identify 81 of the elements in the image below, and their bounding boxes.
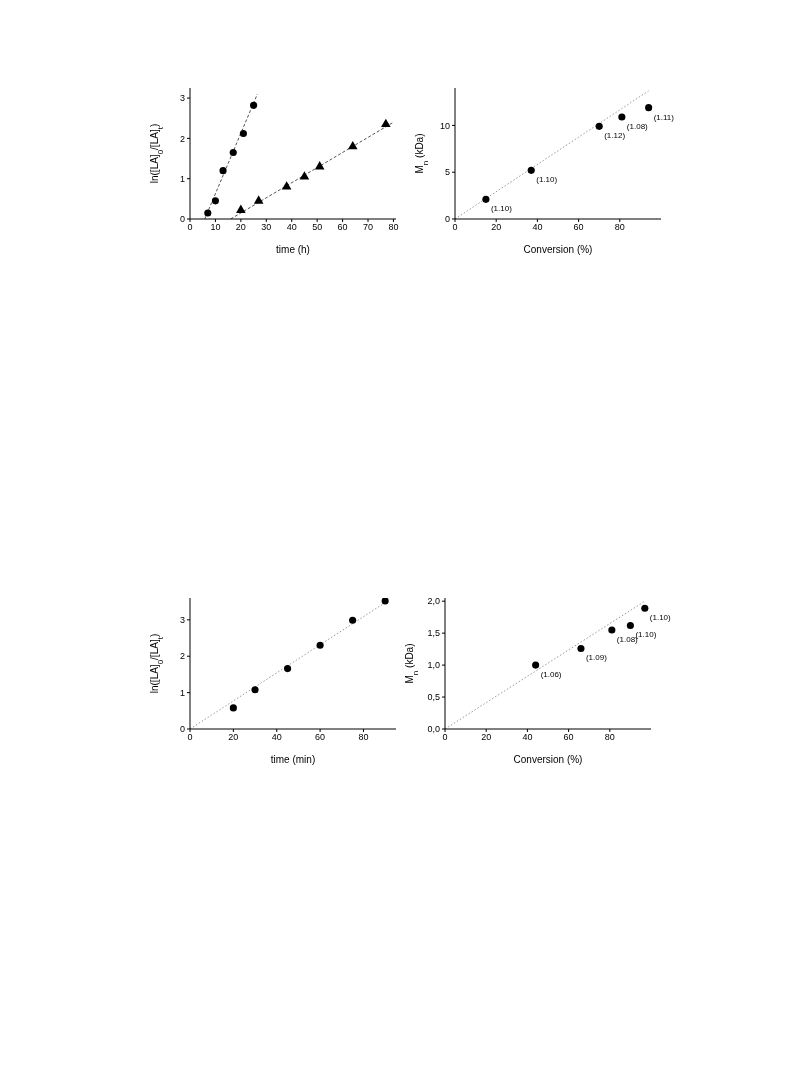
point xyxy=(229,148,237,157)
point xyxy=(251,686,259,694)
annotation: (1.06) xyxy=(540,670,562,680)
annotation: (1.08) xyxy=(626,122,649,132)
point xyxy=(253,195,264,204)
y-tick-label: 0,0 xyxy=(427,724,440,735)
annotation: (1.10) xyxy=(536,175,558,185)
x-tick-label: 80 xyxy=(388,222,399,233)
point xyxy=(626,621,634,630)
point xyxy=(349,616,357,624)
point xyxy=(381,598,389,605)
point xyxy=(211,197,219,205)
x-tick-label: 80 xyxy=(604,732,615,743)
x-tick-label: 20 xyxy=(228,732,239,743)
point xyxy=(527,166,535,174)
annotation: (1.09) xyxy=(585,653,608,663)
annotation: (1.11) xyxy=(653,112,675,122)
y-tick-label: 2 xyxy=(179,133,185,144)
point xyxy=(316,641,324,649)
x-axis-title: time (min) xyxy=(270,754,316,765)
y-tick-label: 0,5 xyxy=(427,692,440,703)
x-tick-label: 30 xyxy=(261,222,272,233)
x-axis-title: Conversion (%) xyxy=(513,754,583,765)
point xyxy=(618,113,626,121)
x-tick-label: 60 xyxy=(563,732,574,743)
point xyxy=(250,101,258,109)
y-tick-label: 1,0 xyxy=(427,660,440,671)
x-tick-label: 80 xyxy=(614,222,625,233)
point xyxy=(281,181,292,190)
y-tick-label: 1 xyxy=(179,687,185,698)
x-tick-label: 40 xyxy=(522,732,533,743)
y-tick-label: 2 xyxy=(179,651,185,662)
x-axis-title: time (h) xyxy=(276,244,310,255)
x-tick-label: 80 xyxy=(358,732,369,743)
y-tick-label: 0 xyxy=(179,214,185,225)
x-tick-label: 70 xyxy=(363,222,374,233)
x-tick-label: 60 xyxy=(315,732,326,743)
point xyxy=(236,204,246,213)
y-tick-label: 10 xyxy=(439,120,450,131)
point xyxy=(532,661,540,669)
x-tick-label: 10 xyxy=(210,222,221,233)
y-tick-label: 2,0 xyxy=(427,596,440,607)
x-tick-label: 0 xyxy=(187,732,193,743)
x-tick-label: 50 xyxy=(312,222,323,233)
x-tick-label: 60 xyxy=(337,222,348,233)
y-tick-label: 0 xyxy=(444,214,450,225)
point xyxy=(204,209,212,217)
x-tick-label: 20 xyxy=(491,222,502,233)
y-tick-label: 1,5 xyxy=(427,628,440,639)
x-tick-label: 0 xyxy=(187,222,193,233)
point xyxy=(645,104,653,112)
point xyxy=(381,118,391,128)
point xyxy=(219,167,227,175)
point xyxy=(347,140,358,150)
point xyxy=(482,195,490,203)
y-tick-label: 3 xyxy=(179,615,185,626)
point xyxy=(239,129,247,138)
point xyxy=(641,604,649,612)
y-tick-label: 3 xyxy=(179,93,185,104)
point xyxy=(595,122,603,130)
x-tick-label: 40 xyxy=(532,222,543,233)
point xyxy=(608,626,616,634)
x-tick-label: 20 xyxy=(235,222,246,233)
point xyxy=(284,665,292,673)
point xyxy=(314,161,325,170)
x-axis-title: Conversion (%) xyxy=(523,244,593,255)
annotation: (1.10) xyxy=(635,630,657,640)
x-tick-label: 0 xyxy=(452,222,458,233)
point xyxy=(577,644,585,653)
annotation: (1.12) xyxy=(604,131,626,141)
x-tick-label: 20 xyxy=(481,732,492,743)
y-tick-label: 1 xyxy=(179,173,185,184)
annotation: (1.10) xyxy=(649,613,672,623)
y-tick-label: 0 xyxy=(179,724,185,735)
x-tick-label: 40 xyxy=(286,222,297,233)
y-tick-label: 5 xyxy=(444,167,450,178)
point xyxy=(299,171,310,180)
x-tick-label: 40 xyxy=(271,732,282,743)
annotation: (1.10) xyxy=(490,204,513,214)
point xyxy=(229,704,237,712)
x-tick-label: 60 xyxy=(573,222,584,233)
